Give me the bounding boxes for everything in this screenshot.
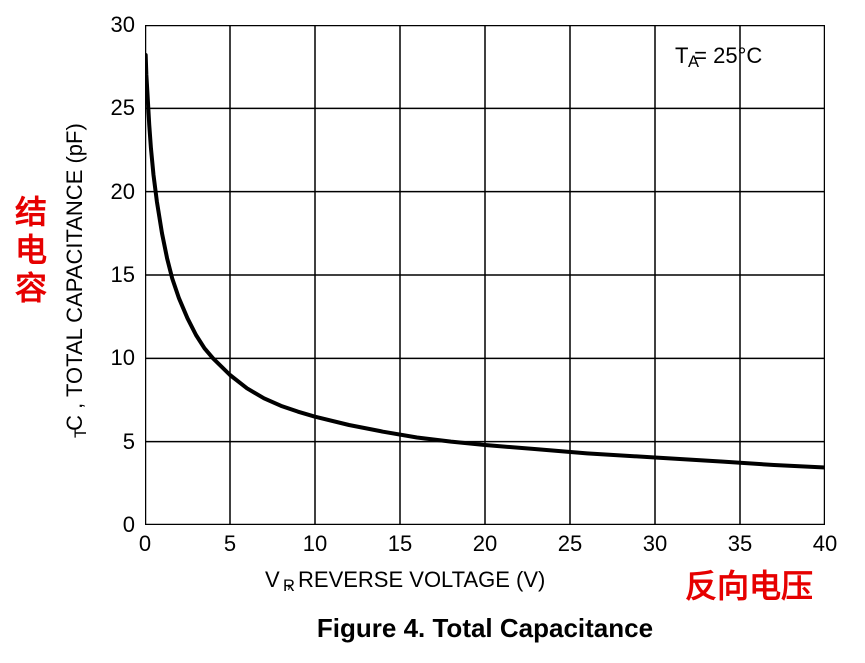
- x-tick-label: 25: [545, 531, 595, 557]
- x-tick-label: 10: [290, 531, 340, 557]
- y-tick-label: 25: [95, 95, 135, 121]
- y-tick-label: 10: [95, 345, 135, 371]
- y-axis-label-subscript: T: [72, 428, 91, 438]
- chart-svg: [145, 25, 825, 525]
- figure-container: 结电容 C , TOTAL CAPACITANCE (pF) T T = 25°…: [0, 0, 865, 663]
- plot-area: [145, 25, 825, 525]
- x-tick-label: 30: [630, 531, 680, 557]
- y-tick-label: 15: [95, 262, 135, 288]
- x-tick-label: 35: [715, 531, 765, 557]
- x-axis-label-chinese: 反向电压: [685, 561, 813, 607]
- y-tick-label: 20: [95, 179, 135, 205]
- temperature-annotation-subscript: A: [688, 53, 699, 72]
- y-tick-label: 30: [95, 12, 135, 38]
- x-axis-label-text: V , REVERSE VOLTAGE (V): [265, 567, 545, 592]
- x-axis-label-subscript: R: [283, 577, 295, 596]
- x-tick-label: 40: [800, 531, 850, 557]
- y-axis-label-text: C , TOTAL CAPACITANCE (pF): [62, 123, 87, 431]
- x-tick-label: 5: [205, 531, 255, 557]
- y-tick-label: 5: [95, 429, 135, 455]
- y-axis-label-english: C , TOTAL CAPACITANCE (pF) T: [62, 97, 88, 457]
- x-tick-label: 0: [120, 531, 170, 557]
- x-tick-label: 20: [460, 531, 510, 557]
- y-axis-label-chinese: 结电容: [6, 195, 52, 309]
- x-tick-label: 15: [375, 531, 425, 557]
- figure-caption: Figure 4. Total Capacitance: [305, 613, 665, 644]
- temperature-annotation: T = 25°C A: [675, 43, 762, 69]
- x-axis-label-english: V , REVERSE VOLTAGE (V) R: [265, 567, 545, 593]
